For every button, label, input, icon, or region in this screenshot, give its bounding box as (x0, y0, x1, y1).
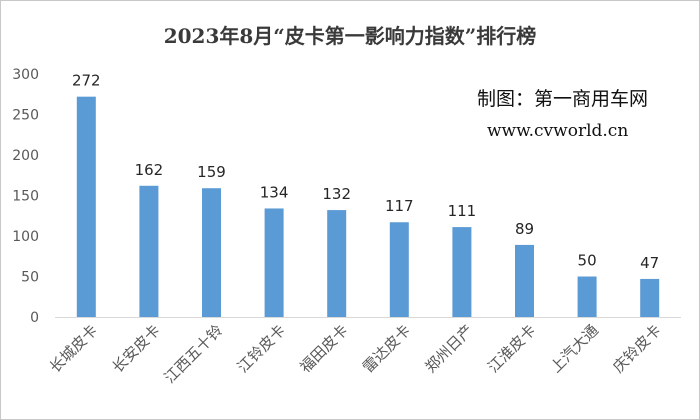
bar (202, 188, 221, 317)
bar-series (76, 96, 660, 318)
bar (139, 185, 159, 317)
bar (327, 210, 347, 317)
bar (577, 276, 597, 317)
y-tick-label: 250 (12, 108, 39, 124)
bar (389, 222, 409, 317)
category-label: 福田皮卡 (296, 321, 351, 376)
y-tick-label: 150 (12, 189, 39, 205)
category-label: 庆铃皮卡 (609, 321, 664, 376)
y-tick-label: 0 (30, 310, 39, 326)
bar (76, 96, 96, 318)
data-label: 134 (260, 183, 289, 201)
data-label: 117 (385, 197, 414, 215)
category-label: 雷达皮卡 (359, 321, 414, 376)
y-axis: 0 50 100 150 200 250 300 (12, 67, 681, 326)
category-label: 江西五十铃 (161, 321, 227, 387)
category-label: 长安皮卡 (109, 321, 164, 376)
category-label: 郑州日产 (422, 321, 477, 376)
category-label: 上汽大通 (547, 321, 602, 376)
data-label: 89 (515, 220, 534, 238)
producer-note: 制图：第一商用车网 (477, 88, 648, 110)
y-tick-label: 200 (12, 148, 39, 164)
bar (640, 278, 660, 317)
data-label: 159 (197, 163, 226, 181)
bar (515, 244, 534, 317)
data-label: 132 (322, 185, 351, 203)
y-tick-label: 100 (12, 229, 39, 245)
y-tick-label: 300 (12, 67, 39, 83)
website-note: www.cvworld.cn (487, 121, 628, 141)
data-label: 162 (135, 161, 164, 179)
data-label: 50 (578, 252, 597, 270)
data-label: 111 (448, 202, 477, 220)
y-tick-label: 50 (21, 270, 39, 286)
category-label: 江铃皮卡 (234, 321, 289, 376)
chart-title: 2023年8月“皮卡第一影响力指数”排行榜 (164, 24, 537, 48)
bar (264, 208, 284, 317)
data-label: 47 (640, 254, 659, 272)
category-label: 长城皮卡 (46, 321, 101, 376)
data-labels: 272 162 159 134 132 117 111 89 50 47 (72, 72, 659, 272)
category-label: 江淮皮卡 (484, 321, 539, 376)
bar (452, 227, 472, 317)
data-label: 272 (72, 72, 101, 90)
